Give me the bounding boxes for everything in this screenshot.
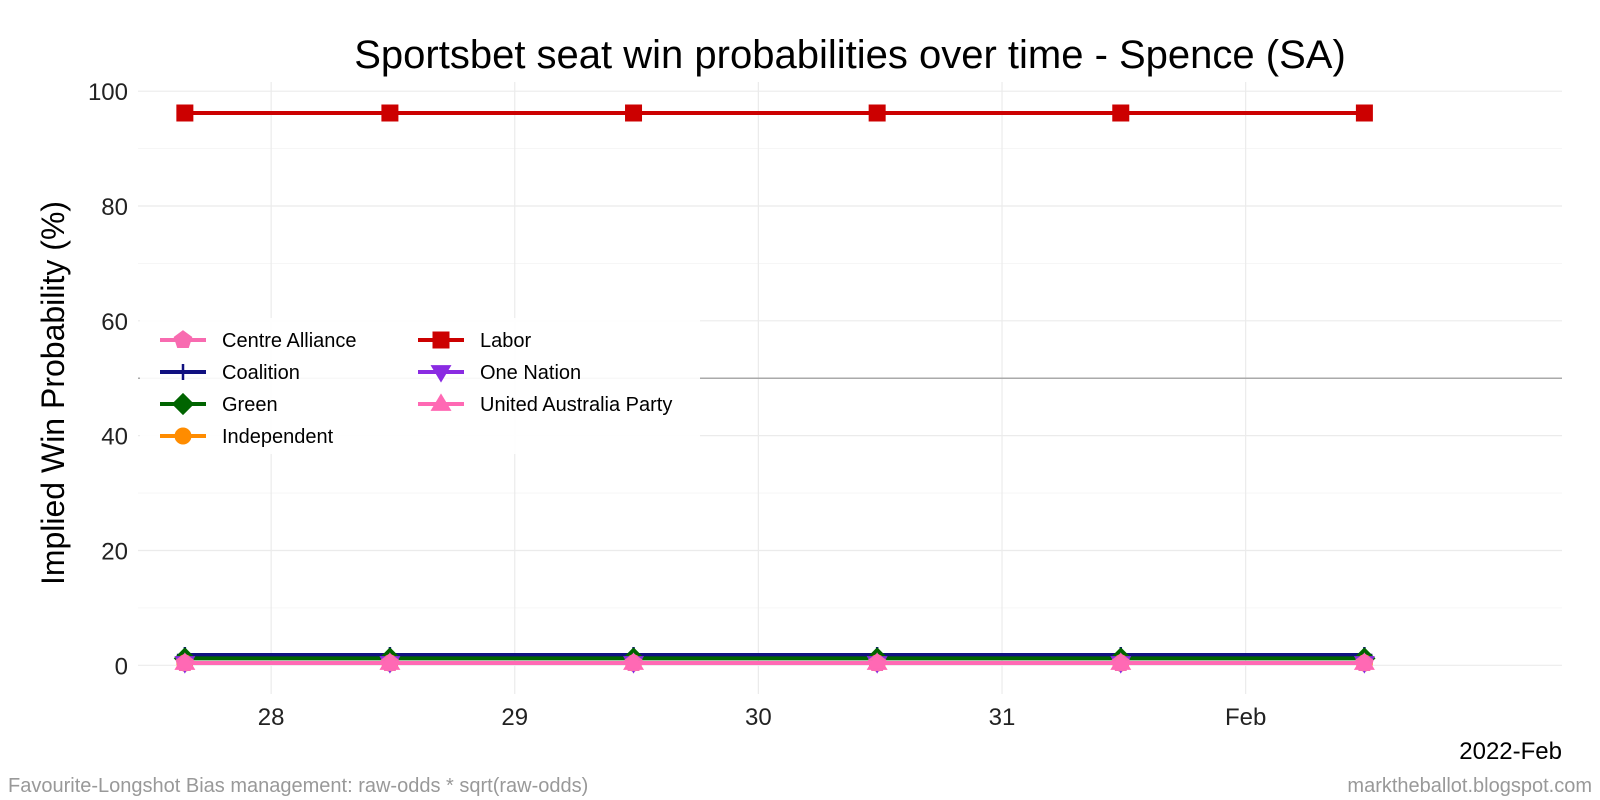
legend-label: Centre Alliance bbox=[222, 330, 357, 352]
legend-key-marker bbox=[171, 392, 195, 416]
legend-label: United Australia Party bbox=[480, 394, 672, 416]
legend-label: Green bbox=[222, 394, 278, 416]
x-axis-date-caption: 2022-Feb bbox=[1459, 738, 1562, 765]
legend-item-united-australia-party: United Australia Party bbox=[418, 393, 672, 416]
data-point-labor bbox=[176, 104, 194, 122]
legend-label: Coalition bbox=[222, 362, 300, 384]
x-tick-label: Feb bbox=[1225, 704, 1266, 731]
legend-item-coalition: Coalition bbox=[160, 362, 300, 384]
legend-item-one-nation: One Nation bbox=[418, 362, 581, 384]
y-tick-label: 100 bbox=[88, 79, 128, 106]
series-united-australia-party bbox=[174, 652, 1375, 670]
legend-item-green: Green bbox=[160, 392, 278, 416]
series-labor bbox=[176, 104, 1373, 122]
footer-source-caption: marktheballot.blogspot.com bbox=[1347, 775, 1592, 797]
legend-key-marker bbox=[175, 364, 191, 380]
data-point-united-australia-party bbox=[1110, 652, 1132, 670]
data-point-united-australia-party bbox=[1353, 652, 1375, 670]
legend-label: Labor bbox=[480, 330, 531, 352]
data-point-labor bbox=[868, 104, 886, 122]
legend-key-marker bbox=[430, 365, 452, 383]
x-tick-label: 28 bbox=[258, 704, 285, 731]
x-axis-ticks: 28 29 30 31 Feb bbox=[258, 704, 1267, 731]
data-point-united-australia-party bbox=[623, 652, 645, 670]
legend-key-marker bbox=[173, 330, 193, 348]
data-point-labor bbox=[1112, 104, 1130, 122]
data-point-labor bbox=[625, 104, 643, 122]
legend-key-marker bbox=[174, 427, 192, 445]
legend-key-marker bbox=[430, 393, 452, 411]
y-tick-label: 20 bbox=[101, 538, 128, 565]
data-point-united-australia-party bbox=[379, 652, 401, 670]
series-layer bbox=[173, 104, 1376, 674]
data-point-united-australia-party bbox=[174, 652, 196, 670]
legend-item-centre-alliance: Centre Alliance bbox=[160, 330, 357, 352]
data-point-labor bbox=[381, 104, 399, 122]
legend-item-independent: Independent bbox=[160, 426, 334, 448]
legend-label: Independent bbox=[222, 426, 334, 448]
y-tick-label: 0 bbox=[115, 653, 128, 680]
chart-title: Sportsbet seat win probabilities over ti… bbox=[354, 33, 1346, 77]
y-tick-label: 60 bbox=[101, 309, 128, 336]
x-tick-label: 31 bbox=[989, 704, 1016, 731]
data-point-labor bbox=[1355, 104, 1373, 122]
y-axis-title: Implied Win Probability (%) bbox=[35, 201, 71, 585]
x-tick-label: 29 bbox=[501, 704, 528, 731]
y-tick-label: 40 bbox=[101, 424, 128, 451]
footer-method-caption: Favourite-Longshot Bias management: raw-… bbox=[8, 775, 588, 797]
legend-key-marker bbox=[432, 331, 450, 349]
legend: Centre Alliance Coalition Green Independent… bbox=[140, 318, 700, 454]
legend-label: One Nation bbox=[480, 362, 581, 384]
y-tick-label: 80 bbox=[101, 194, 128, 221]
y-axis-ticks: 0 20 40 60 80 100 bbox=[88, 79, 128, 680]
series-coalition bbox=[176, 646, 1373, 663]
x-tick-label: 30 bbox=[745, 704, 772, 731]
legend-item-labor: Labor bbox=[418, 330, 531, 352]
data-point-united-australia-party bbox=[866, 652, 888, 670]
